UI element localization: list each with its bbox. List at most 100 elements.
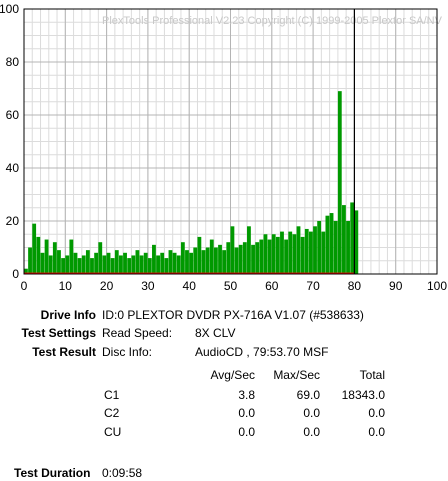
- data-bar: [156, 255, 160, 274]
- data-bar: [61, 258, 65, 274]
- y-tick-label: 60: [6, 108, 20, 122]
- data-bar: [36, 236, 41, 274]
- data-bar: [73, 252, 78, 274]
- x-tick-label: 100: [427, 279, 447, 293]
- data-bar: [275, 236, 280, 274]
- x-tick-label: 40: [183, 279, 197, 293]
- data-bar: [259, 239, 264, 274]
- test-duration-label: Test Duration: [14, 466, 91, 480]
- col-avg-header: Avg/Sec: [210, 368, 255, 382]
- data-bar: [280, 231, 284, 274]
- data-bar: [300, 236, 305, 274]
- data-bar: [242, 242, 247, 274]
- row-cu-name: CU: [104, 425, 122, 439]
- data-bar: [234, 247, 239, 274]
- x-tick-label: 50: [224, 279, 238, 293]
- data-bar: [226, 242, 231, 274]
- data-bar: [24, 268, 28, 274]
- data-bar: [308, 231, 313, 274]
- data-bar: [313, 226, 317, 274]
- y-tick-label: 80: [6, 55, 20, 69]
- data-bar: [333, 221, 338, 274]
- y-tick-label: 20: [6, 214, 20, 228]
- data-bar: [346, 221, 350, 274]
- disc-info-label: Disc Info:: [102, 345, 153, 359]
- data-bar: [127, 258, 132, 274]
- data-bar: [152, 244, 156, 274]
- x-tick-label: 10: [59, 279, 73, 293]
- data-bar: [57, 250, 61, 274]
- data-bar: [160, 252, 165, 274]
- x-tick-label: 20: [100, 279, 114, 293]
- drive-info-label: Drive Info: [40, 308, 96, 322]
- data-bar: [110, 258, 115, 274]
- data-bar: [164, 258, 169, 274]
- data-bar: [77, 258, 82, 274]
- data-bar: [213, 247, 218, 274]
- data-bar: [172, 252, 177, 274]
- data-bar: [28, 247, 32, 274]
- test-duration-value: 0:09:58: [102, 466, 143, 480]
- data-bar: [90, 258, 94, 274]
- y-tick-label: 40: [6, 161, 20, 175]
- read-speed-value: 8X CLV: [195, 326, 236, 340]
- data-bar: [135, 250, 140, 274]
- data-bar: [218, 244, 222, 274]
- data-bar: [350, 202, 355, 274]
- data-bar: [40, 252, 45, 274]
- test-result-label: Test Result: [32, 345, 96, 359]
- data-bar: [65, 255, 70, 274]
- test-settings-label: Test Settings: [21, 326, 96, 340]
- data-bar: [197, 236, 202, 274]
- plot-frame: [23, 8, 438, 275]
- x-tick-label: 60: [265, 279, 279, 293]
- data-bar: [342, 205, 346, 274]
- data-bar: [69, 239, 74, 274]
- data-bar: [329, 213, 334, 274]
- x-tick-label: 90: [389, 279, 403, 293]
- row-c1-avg: 3.8: [238, 388, 255, 402]
- data-bar: [147, 258, 152, 274]
- data-bar: [209, 239, 214, 274]
- row-c2-name: C2: [104, 406, 120, 420]
- data-bar: [131, 255, 136, 274]
- y-tick-label: 0: [12, 267, 19, 281]
- row-c1-max: 69.0: [296, 388, 320, 402]
- data-bar: [102, 255, 107, 274]
- data-bar: [106, 252, 111, 274]
- data-bar: [185, 250, 189, 274]
- data-bar: [304, 228, 309, 274]
- x-tick-label: 30: [141, 279, 155, 293]
- disc-info-value: AudioCD , 79:53.70 MSF: [195, 345, 329, 359]
- row-c2-max: 0.0: [303, 406, 320, 420]
- data-bar: [32, 223, 37, 274]
- data-bar: [292, 234, 297, 274]
- data-bar: [238, 244, 243, 274]
- data-bar: [251, 244, 255, 274]
- data-bar: [288, 231, 293, 274]
- data-bar: [123, 252, 127, 274]
- error-rate-chart: PlexTools Professional V2.23 Copyright (…: [0, 2, 447, 293]
- data-bar: [139, 255, 144, 274]
- data-bar: [205, 247, 210, 274]
- col-max-header: Max/Sec: [273, 368, 320, 382]
- data-bar: [230, 226, 235, 274]
- data-bar: [94, 252, 99, 274]
- data-bar: [180, 242, 185, 274]
- data-bar: [44, 239, 49, 274]
- data-bar: [176, 255, 181, 274]
- data-bar: [81, 255, 86, 274]
- data-bar: [52, 242, 57, 274]
- data-bar: [271, 234, 276, 274]
- data-bar: [143, 252, 148, 274]
- data-bar: [118, 255, 123, 274]
- data-bar: [263, 234, 268, 274]
- data-bar: [267, 239, 272, 274]
- data-bar: [168, 250, 173, 274]
- data-bar: [317, 221, 322, 274]
- row-c1-total: 18343.0: [341, 388, 385, 402]
- data-bar: [85, 250, 90, 274]
- row-c1-name: C1: [104, 388, 120, 402]
- x-tick-label: 80: [348, 279, 362, 293]
- data-bar: [48, 255, 53, 274]
